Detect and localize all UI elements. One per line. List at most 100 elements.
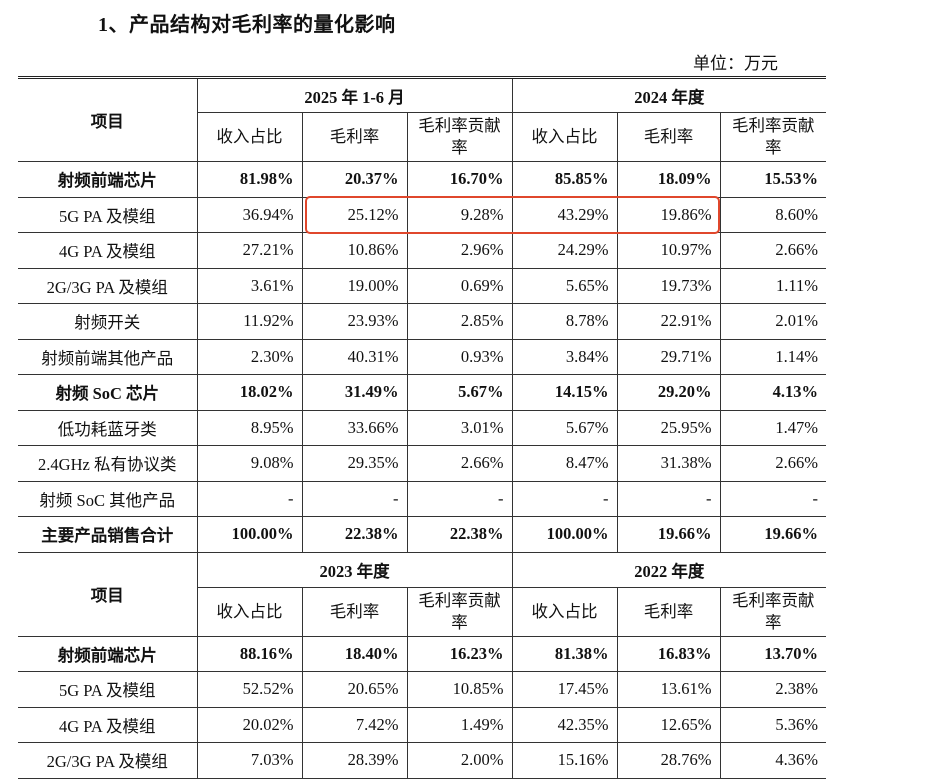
column-header: 收入占比 (197, 586, 303, 637)
cell-value: 3.61% (196, 267, 303, 304)
cell-value: 8.78% (511, 303, 618, 340)
cell-value: 18.40% (301, 635, 408, 672)
cell-value: 15.16% (511, 742, 618, 779)
table-row: 5G PA 及模组 36.94% 25.12% 9.28% 43.29% 19.86% 8.… (18, 196, 826, 233)
cell-value: 20.02% (196, 706, 303, 743)
row-label: 射频 SoC 芯片 (18, 374, 198, 411)
cell-value: 5.67% (511, 409, 618, 446)
cell-value: 8.60% (719, 196, 826, 233)
cell-value: 27.21% (196, 232, 303, 269)
table-row: 4G PA 及模组 27.21% 10.86% 2.96% 24.29% 10.97% 2.… (18, 232, 826, 269)
cell-value: 7.03% (196, 742, 303, 779)
column-header-row: 收入占比 毛利率 毛利率贡献率 收入占比 毛利率 毛利率贡献率 (18, 586, 826, 637)
cell-value: 4.13% (719, 374, 826, 411)
cell-value: 100.00% (511, 516, 618, 553)
cell-value: 8.95% (196, 409, 303, 446)
cell-value: 14.15% (511, 374, 618, 411)
cell-value: 43.29% (511, 196, 618, 233)
table-row: 射频前端其他产品 2.30% 40.31% 0.93% 3.84% 29.71% 1.14% (18, 338, 826, 375)
row-label: 5G PA 及模组 (18, 196, 198, 233)
cell-value: 29.20% (616, 374, 721, 411)
item-header: 项目 (18, 77, 198, 162)
table-row: 射频开关 11.92% 23.93% 2.85% 8.78% 22.91% 2.01% (18, 303, 826, 340)
row-label: 主要产品销售合计 (18, 516, 198, 553)
cell-value: 13.61% (616, 671, 721, 708)
row-label: 射频前端芯片 (18, 635, 198, 672)
cell-value: 22.38% (301, 516, 408, 553)
cell-value: 28.39% (301, 742, 408, 779)
row-label: 2.4GHz 私有协议类 (18, 445, 198, 482)
period-header: 2022 年度 (511, 551, 826, 588)
cell-value: 36.94% (196, 196, 303, 233)
cell-value: 10.85% (406, 671, 513, 708)
cell-value: 4.36% (719, 742, 826, 779)
cell-value: 52.52% (196, 671, 303, 708)
cell-value: 2.66% (719, 445, 826, 482)
cell-value: - (196, 480, 303, 517)
cell-value: 81.98% (196, 161, 303, 198)
row-label: 2G/3G PA 及模组 (18, 267, 198, 304)
row-label: 射频前端芯片 (18, 161, 198, 198)
cell-value: 19.86% (616, 196, 721, 233)
gross-margin-table: 项目 2025 年 1-6 月 2024 年度 收入占比 毛利率 毛利率贡献率 收入占比 毛利… (18, 76, 826, 779)
row-label: 射频前端其他产品 (18, 338, 198, 375)
cell-value: 16.70% (406, 161, 513, 198)
cell-value: - (616, 480, 721, 517)
table-row: 4G PA 及模组 20.02% 7.42% 1.49% 42.35% 12.65% 5.3… (18, 706, 826, 743)
cell-value: 31.38% (616, 445, 721, 482)
column-header: 收入占比 (511, 112, 618, 162)
cell-value: 25.12% (301, 196, 408, 233)
cell-value: 11.92% (196, 303, 303, 340)
table-row: 2.4GHz 私有协议类 9.08% 29.35% 2.66% 8.47% 31.38% 2… (18, 445, 826, 482)
table-row: 射频前端芯片 81.98% 20.37% 16.70% 85.85% 18.09% 15.5… (18, 161, 826, 198)
table-row: 射频前端芯片 88.16% 18.40% 16.23% 81.38% 16.83% 13.7… (18, 635, 826, 672)
cell-value: 19.66% (616, 516, 721, 553)
cell-value: 88.16% (196, 635, 303, 672)
cell-value: 9.08% (196, 445, 303, 482)
row-label: 4G PA 及模组 (18, 706, 198, 743)
row-label: 5G PA 及模组 (18, 671, 198, 708)
column-header: 收入占比 (511, 586, 618, 637)
cell-value: 3.84% (511, 338, 618, 375)
cell-value: 2.30% (196, 338, 303, 375)
cell-value: 5.65% (511, 267, 618, 304)
cell-value: 1.47% (719, 409, 826, 446)
cell-value: 5.67% (406, 374, 513, 411)
cell-value: 0.69% (406, 267, 513, 304)
cell-value: 42.35% (511, 706, 618, 743)
column-header: 毛利率 (301, 586, 408, 637)
period-header: 2025 年 1-6 月 (196, 77, 513, 113)
cell-value: 19.73% (616, 267, 721, 304)
table-row: 射频 SoC 芯片 18.02% 31.49% 5.67% 14.15% 29.20% 4.… (18, 374, 826, 411)
cell-value: 85.85% (511, 161, 618, 198)
cell-value: 22.38% (406, 516, 513, 553)
cell-value: 16.83% (616, 635, 721, 672)
table-row: 射频 SoC 其他产品 - - - - - - (18, 480, 826, 517)
cell-value: 28.76% (616, 742, 721, 779)
cell-value: 2.66% (719, 232, 826, 269)
cell-value: 23.93% (301, 303, 408, 340)
cell-value: 16.23% (406, 635, 513, 672)
item-header: 项目 (18, 551, 198, 637)
cell-value: 31.49% (301, 374, 408, 411)
row-label: 低功耗蓝牙类 (18, 409, 198, 446)
table-row: 低功耗蓝牙类 8.95% 33.66% 3.01% 5.67% 25.95% 1.47% (18, 409, 826, 446)
cell-value: 17.45% (511, 671, 618, 708)
cell-value: 24.29% (511, 232, 618, 269)
row-label: 4G PA 及模组 (18, 232, 198, 269)
cell-value: 81.38% (511, 635, 618, 672)
cell-value: 18.02% (196, 374, 303, 411)
cell-value: 33.66% (301, 409, 408, 446)
cell-value: 2.66% (406, 445, 513, 482)
cell-value: 9.28% (406, 196, 513, 233)
cell-value: 5.36% (719, 706, 826, 743)
column-header: 毛利率贡献率 (719, 112, 826, 162)
cell-value: 19.00% (301, 267, 408, 304)
row-label: 射频 SoC 其他产品 (18, 480, 198, 517)
cell-value: 8.47% (511, 445, 618, 482)
cell-value: 2.85% (406, 303, 513, 340)
cell-value: 19.66% (719, 516, 826, 553)
period-header: 2024 年度 (511, 77, 826, 113)
cell-value: 29.35% (301, 445, 408, 482)
column-header: 毛利率贡献率 (406, 586, 513, 637)
